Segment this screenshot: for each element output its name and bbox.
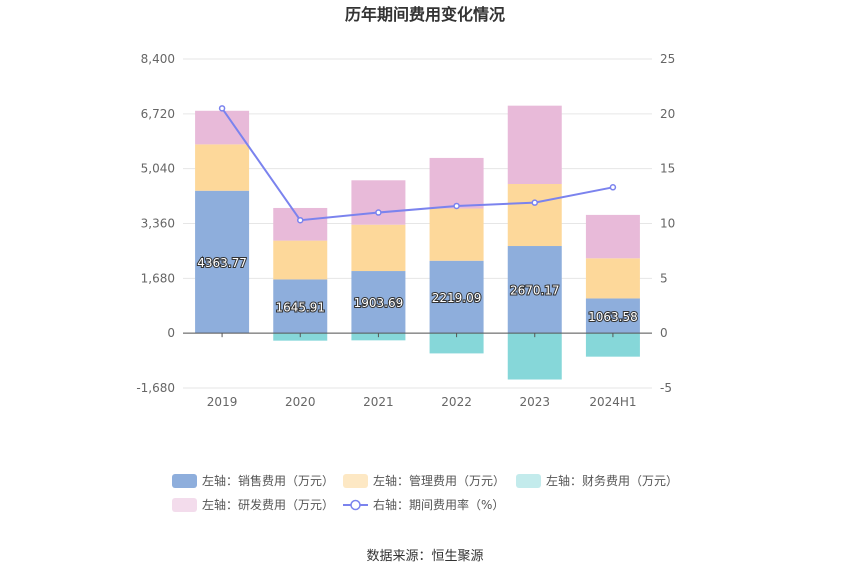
left-tick-label: -1,680 <box>136 381 175 395</box>
bar-1-2019 <box>195 144 250 191</box>
bar-2-2023 <box>507 333 562 380</box>
x-tick-label: 2019 <box>207 395 238 409</box>
legend-marker-icon <box>350 499 361 511</box>
bar-series <box>195 105 640 380</box>
rate-point-2020 <box>297 216 304 224</box>
x-tick-label: 2023 <box>519 395 550 409</box>
bar-value-label: 2670.17 <box>510 284 560 298</box>
rate-point-2024H1 <box>609 184 617 191</box>
right-tick-label: 0 <box>660 326 668 340</box>
left-tick-label: 1,680 <box>141 271 175 285</box>
right-tick-label: 20 <box>660 107 675 121</box>
legend-label: 左轴：研发费用（万元） <box>202 497 334 512</box>
gridlines <box>183 58 652 389</box>
rate-line <box>221 107 614 222</box>
bar-3-2022 <box>429 157 484 209</box>
legend-label: 左轴：销售费用（万元） <box>202 473 334 488</box>
rate-point-2023 <box>531 199 538 206</box>
legend-label: 左轴：财务费用（万元） <box>546 473 678 488</box>
legend-swatch <box>343 474 368 488</box>
right-tick-label: 5 <box>660 271 668 285</box>
x-tick-label: 2022 <box>441 395 472 409</box>
right-tick-label: 25 <box>660 52 675 66</box>
x-tick-label: 2020 <box>285 395 316 409</box>
legend[interactable]: 左轴：销售费用（万元） 左轴：管理费用（万元） 左轴：财务费用（万元） 左轴：研发费用… <box>172 473 678 512</box>
bar-0-2019 <box>195 190 250 334</box>
legend-item[interactable]: 左轴：研发费用（万元） <box>172 497 334 512</box>
bar-1-2023 <box>507 184 562 247</box>
rate-point-2022 <box>453 202 460 210</box>
bar-2-2024H1 <box>585 333 640 357</box>
legend-item[interactable]: 左轴：销售费用（万元） <box>172 473 334 488</box>
bar-value-label: 4363.77 <box>197 256 247 270</box>
bar-3-2020 <box>273 207 328 241</box>
bar-1-2021 <box>351 224 406 272</box>
legend-item[interactable]: 右轴：期间费用率（%） <box>343 497 504 512</box>
x-axis: 2019 2020 2021 2022 2023 2024H1 <box>207 333 637 409</box>
legend-swatch <box>172 474 197 488</box>
x-tick-label: 2024H1 <box>589 395 636 409</box>
x-tick-label: 2021 <box>363 395 394 409</box>
legend-item[interactable]: 左轴：管理费用（万元） <box>343 473 505 488</box>
left-tick-label: 5,040 <box>141 162 175 176</box>
bar-0-2024H1 <box>585 298 640 334</box>
left-tick-label: 3,360 <box>141 217 175 231</box>
legend-swatch <box>516 474 541 488</box>
bar-0-2023 <box>507 246 562 334</box>
legend-item[interactable]: 左轴：财务费用（万元） <box>516 473 678 488</box>
bar-0-2022 <box>429 260 484 334</box>
rate-point-2021 <box>375 209 382 216</box>
bar-3-2023 <box>507 105 562 185</box>
legend-label: 左轴：管理费用（万元） <box>373 473 505 488</box>
bar-3-2024H1 <box>585 214 640 259</box>
bar-value-label: 1645.91 <box>275 300 325 314</box>
bar-3-2021 <box>351 180 406 225</box>
bar-2-2022 <box>429 333 484 354</box>
bar-value-label: 1063.58 <box>588 310 638 324</box>
left-tick-label: 8,400 <box>141 52 175 66</box>
source-note: 数据来源：恒生聚源 <box>366 549 483 564</box>
left-axis: 8,400 6,720 5,040 3,360 1,680 0 -1,680 <box>136 52 175 395</box>
right-tick-label: -5 <box>660 381 672 395</box>
bar-1-2020 <box>273 240 328 280</box>
left-tick-label: 0 <box>167 326 175 340</box>
right-tick-label: 15 <box>660 162 675 176</box>
bar-1-2024H1 <box>585 258 640 299</box>
line-series <box>218 105 617 224</box>
right-axis: 25 20 15 10 5 0 -5 <box>660 52 675 395</box>
rate-point-2019 <box>218 105 226 112</box>
legend-label: 右轴：期间费用率（%） <box>373 497 504 512</box>
right-tick-label: 10 <box>660 217 675 231</box>
bar-1-2022 <box>429 208 484 261</box>
bar-labels: 4363.77 1645.91 1903.69 2219.09 2670.17 1063.… <box>196 255 638 325</box>
bar-value-label: 2219.09 <box>432 291 482 305</box>
bar-0-2020 <box>273 279 328 334</box>
left-tick-label: 6,720 <box>141 107 175 121</box>
bar-value-label: 1903.69 <box>354 296 404 310</box>
chart-title: 历年期间费用变化情况 <box>345 5 505 24</box>
legend-swatch <box>172 498 197 512</box>
bar-3-2019 <box>195 110 250 145</box>
bar-0-2021 <box>351 271 406 334</box>
